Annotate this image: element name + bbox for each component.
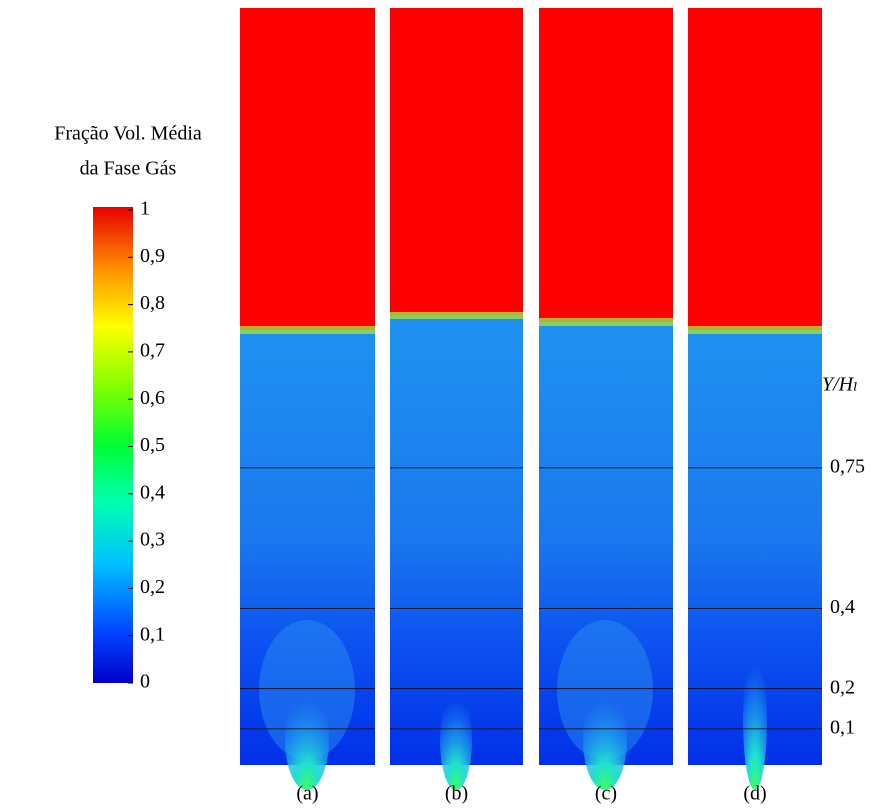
colorbar-tick-label: 0,2 xyxy=(140,576,165,598)
colorbar xyxy=(93,207,133,683)
colorbar-tick-label: 0,3 xyxy=(140,529,165,551)
panel xyxy=(539,8,673,790)
panel-label: (b) xyxy=(445,783,468,805)
panels xyxy=(240,8,822,790)
panel-label: (c) xyxy=(595,783,617,805)
panel-label: (d) xyxy=(743,783,766,805)
colorbar-tick-label: 1 xyxy=(140,198,150,220)
colorbar-tick-label: 0,9 xyxy=(140,245,165,267)
panel xyxy=(240,8,375,790)
colorbar-tick-label: 0,5 xyxy=(140,434,165,456)
panel xyxy=(688,8,822,790)
colorbar-tick-label: 0,6 xyxy=(140,387,165,409)
colorbar-tick-label: 0,4 xyxy=(140,481,165,503)
level-label: 0,2 xyxy=(830,676,855,698)
level-label: 0,4 xyxy=(830,596,855,618)
legend-title: da Fase Gás xyxy=(80,158,177,180)
colorbar-tick-label: 0,8 xyxy=(140,292,165,314)
colorbar-tick-label: 0,7 xyxy=(140,339,165,361)
colorbar-tick-label: 0,1 xyxy=(140,623,165,645)
level-label: 0,75 xyxy=(830,455,865,477)
level-label: 0,1 xyxy=(830,716,855,738)
panel xyxy=(390,8,523,790)
colorbar-tick-label: 0 xyxy=(140,671,150,693)
legend-title: Fração Vol. Média xyxy=(54,123,202,145)
height-axis-label: Y/Hₗ xyxy=(822,374,858,396)
panel-label: (a) xyxy=(296,783,318,805)
